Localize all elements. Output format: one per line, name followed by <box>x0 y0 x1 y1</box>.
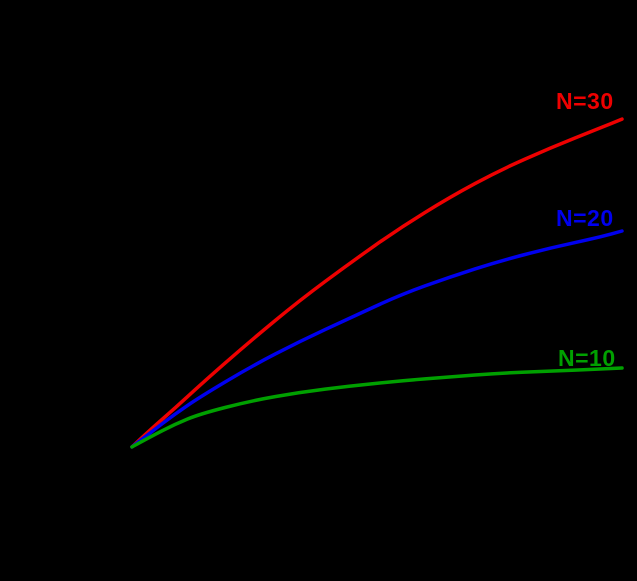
curve-label-n20: N=20 <box>556 205 614 231</box>
curve-n10 <box>130 366 624 449</box>
curve-n20 <box>130 229 624 449</box>
curve-label-n10: N=10 <box>558 345 616 371</box>
curve-n30 <box>130 117 624 449</box>
curve-label-n30: N=30 <box>556 88 614 114</box>
